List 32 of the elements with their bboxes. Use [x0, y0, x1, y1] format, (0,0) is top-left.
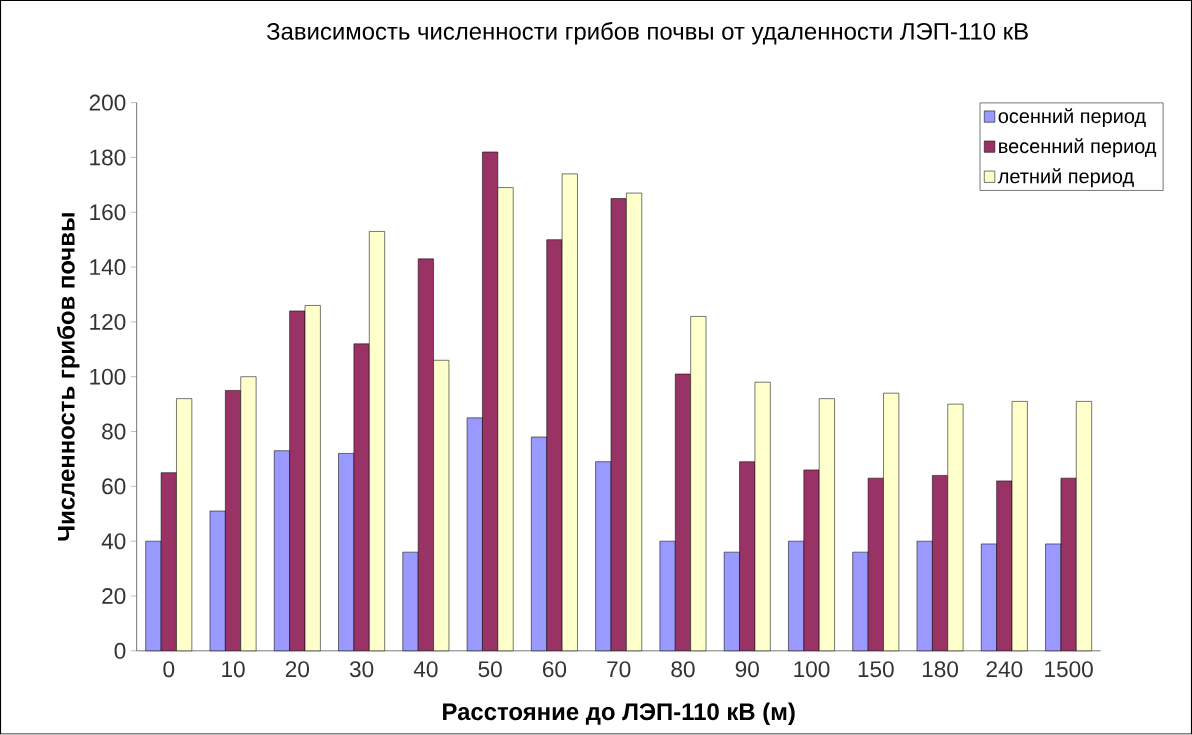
x-tick-label: 100 — [794, 661, 830, 678]
x-axis-title: Расстояние до ЛЭП-110 кВ (м) — [443, 702, 795, 726]
legend-label: весенний период — [999, 138, 1157, 158]
y-tick-label: 20 — [102, 588, 126, 605]
y-tick-label: 100 — [90, 368, 126, 385]
x-tick-label: 90 — [735, 661, 759, 678]
y-tick-label: 40 — [101, 533, 126, 550]
y-tick-label: 140 — [90, 259, 126, 276]
y-tick-label: 60 — [102, 478, 126, 495]
x-tick-label: 10 — [222, 661, 245, 678]
y-tick-label: 160 — [90, 204, 126, 221]
x-tick-label: 60 — [543, 661, 567, 678]
x-tick-label: 180 — [922, 661, 959, 678]
y-tick-label: 120 — [90, 314, 126, 331]
legend-label: летний период — [997, 168, 1134, 188]
legend-label: осенний период — [998, 108, 1146, 128]
x-tick-label: 240 — [986, 661, 1023, 678]
y-tick-label: 0 — [114, 643, 126, 660]
y-tick-label: 180 — [90, 149, 126, 166]
x-tick-label: 1500 — [1045, 661, 1093, 678]
x-tick-label: 20 — [285, 661, 310, 678]
x-tick-label: 40 — [413, 661, 438, 678]
x-tick-label: 0 — [163, 661, 175, 678]
y-tick-label: 80 — [102, 423, 126, 440]
y-axis-title: Численность грибов почвы — [56, 213, 80, 541]
x-tick-label: 150 — [858, 661, 894, 678]
x-tick-label: 80 — [671, 661, 695, 678]
y-tick-label: 200 — [89, 94, 126, 111]
x-tick-label: 70 — [607, 661, 631, 678]
x-tick-label: 30 — [349, 661, 374, 678]
chart-title: Зависимость численности грибов почвы от удаленности ЛЭП-110 кВ — [266, 22, 1028, 45]
x-tick-label: 50 — [478, 661, 502, 678]
